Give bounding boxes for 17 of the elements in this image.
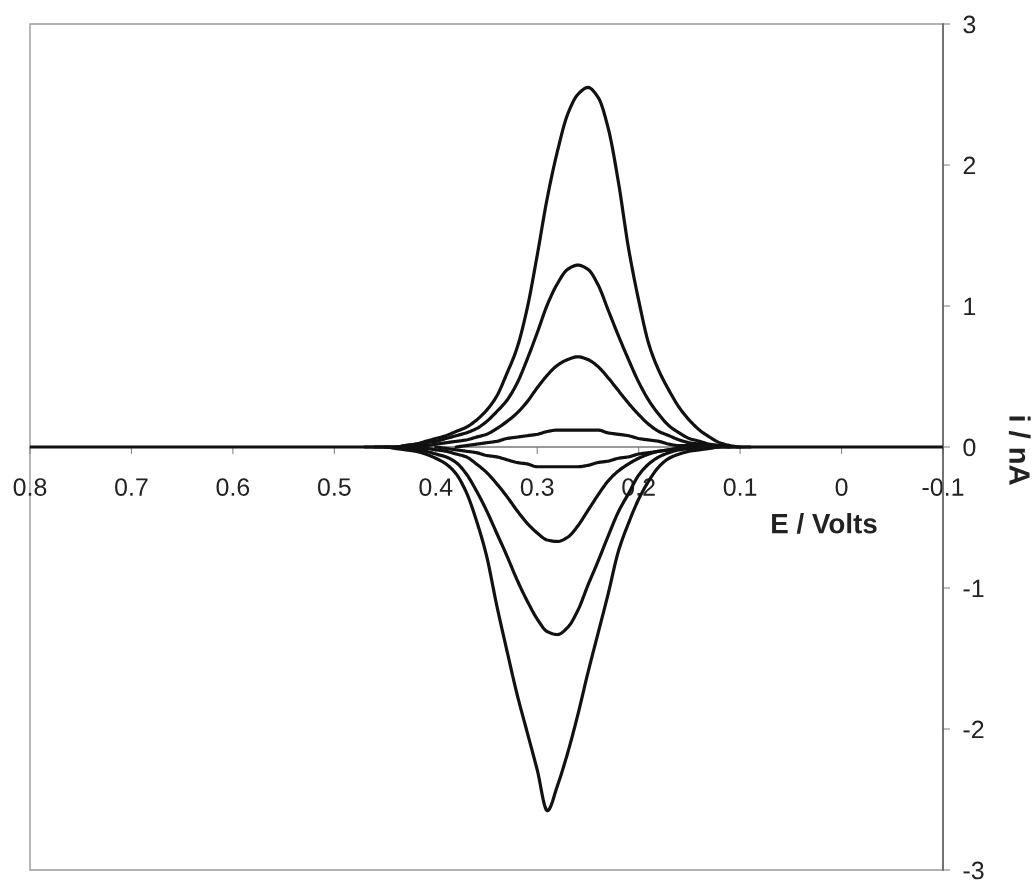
x-tick-label: 0.1 xyxy=(723,478,757,496)
y-axis-title: i / nA xyxy=(1008,416,1031,485)
y-tick-label: 3 xyxy=(963,15,976,34)
x-tick-label: 0.8 xyxy=(13,478,47,496)
x-tick-label: 0.4 xyxy=(419,478,453,496)
x-tick-label: 0 xyxy=(835,478,848,496)
y-tick-label: -1 xyxy=(963,579,984,598)
y-tick-label: 1 xyxy=(964,297,976,316)
x-tick-label: 0.6 xyxy=(216,478,250,496)
x-tick-label: 0.5 xyxy=(317,478,351,496)
x-tick-label: 0.7 xyxy=(115,478,148,496)
y-tick-label: 0 xyxy=(963,438,976,457)
x-axis-title: E / Volts xyxy=(772,513,877,534)
y-tick-label: -2 xyxy=(963,720,984,739)
y-tick-label: -3 xyxy=(963,861,984,880)
x-tick-label: 0.3 xyxy=(520,478,554,496)
y-tick-label: 2 xyxy=(963,156,976,175)
